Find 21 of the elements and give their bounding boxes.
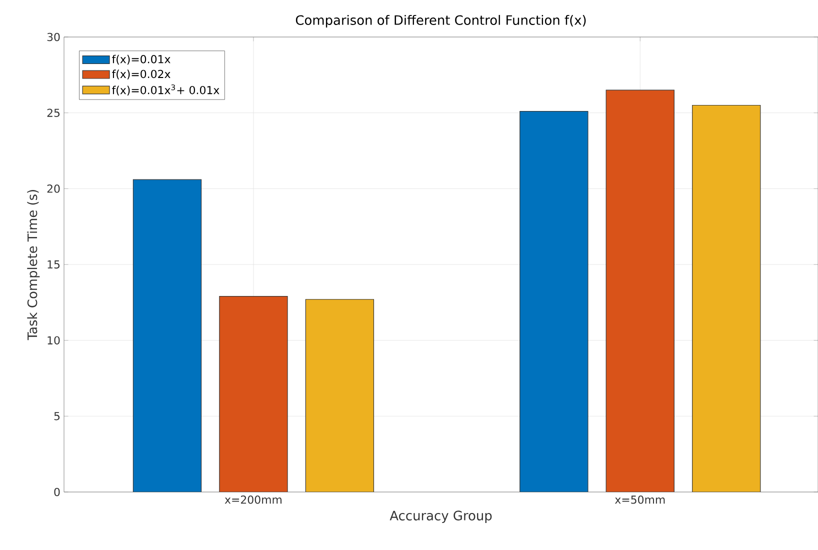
y-tick-label: 25	[47, 108, 60, 117]
bar	[132, 179, 202, 492]
bar	[219, 296, 288, 492]
chart-title: Comparison of Different Control Function f(x)	[296, 14, 586, 28]
legend-label: f(x)=0.01x	[112, 54, 170, 65]
y-tick-label: 15	[48, 260, 60, 269]
y-tick-label: 5	[54, 412, 60, 420]
x-tick-label: x=200mm	[224, 496, 282, 504]
legend-label: f(x)=0.02x	[112, 70, 170, 80]
y-tick-label: 20	[47, 184, 60, 193]
bar	[305, 299, 374, 492]
bar	[606, 90, 674, 492]
y-tick-label: 0	[54, 488, 60, 496]
bar	[692, 104, 761, 492]
x-tick-label: x=50mm	[614, 496, 665, 504]
y-tick-label: 10	[48, 336, 60, 344]
bar	[520, 111, 588, 492]
y-tick-label: 30	[47, 32, 60, 42]
y-axis-title: Task Complete Time (s)	[27, 190, 40, 340]
legend-label: f(x)=0.01x$^{3}$+ 0.01x	[112, 84, 220, 96]
x-axis-title: Accuracy Group	[390, 510, 492, 523]
